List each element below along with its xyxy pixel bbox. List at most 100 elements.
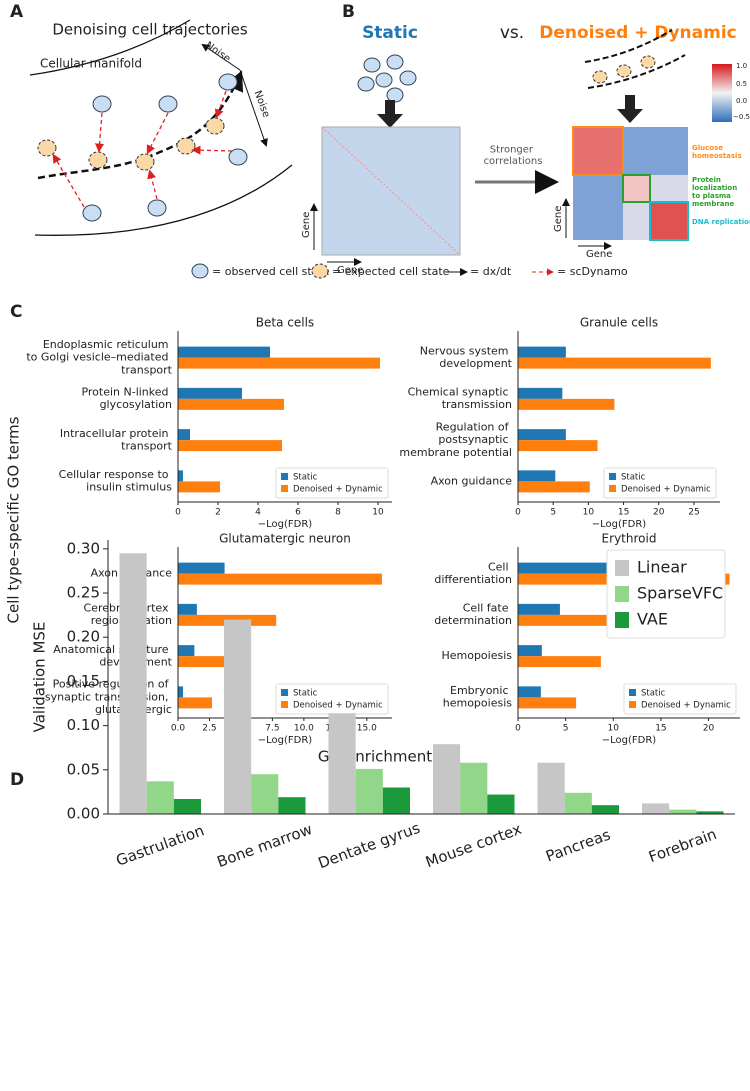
heatmap-block	[623, 175, 650, 202]
legend-text: = expected cell state	[332, 265, 450, 278]
scdynamo-arrow	[214, 90, 227, 119]
x-tick-label: 15.0	[357, 724, 377, 734]
y-axis-label: Validation MSE	[31, 622, 49, 733]
legend-symbol	[191, 263, 209, 279]
y-tick-label: Embryonic hemopoiesis	[443, 684, 513, 710]
scdynamo-arrow	[94, 112, 105, 153]
scdynamo-arrow	[191, 145, 233, 155]
panel-label: C	[10, 302, 22, 322]
observed-cell	[158, 95, 178, 113]
bar	[178, 697, 212, 709]
panel-label: A	[10, 2, 24, 22]
y-tick-label: Intracellular protein transport	[60, 427, 173, 453]
legend-label: Static	[621, 473, 646, 483]
x-tick-label: 2	[215, 508, 221, 518]
cell	[399, 70, 417, 86]
x-tick-label: Bone marrow	[215, 820, 315, 871]
legend-swatch	[629, 689, 636, 696]
heatmap-block	[650, 202, 688, 240]
heatmap-axis-label: Gene	[301, 212, 312, 238]
y-tick-label: Endoplasmic reticulum to Golgi vesicle–m…	[26, 338, 172, 376]
cell	[375, 72, 393, 88]
cell	[386, 54, 404, 70]
cell	[363, 57, 381, 73]
versus: vs.	[500, 23, 524, 43]
chart-title: Erythroid	[602, 532, 657, 546]
bar	[696, 811, 724, 814]
x-tick-label: 10	[608, 724, 620, 734]
manifold-edge	[29, 19, 191, 76]
manifold-edge	[584, 29, 673, 63]
legend-box	[606, 549, 726, 639]
legend-text: = observed cell state	[212, 265, 330, 278]
bar	[518, 440, 598, 452]
y-tick-label: 0.05	[67, 760, 100, 778]
legend-label: Denoised + Dynamic	[641, 701, 731, 711]
bar	[518, 398, 615, 410]
observed-cell	[228, 148, 248, 166]
bar	[178, 387, 242, 399]
expected-cell	[37, 139, 57, 157]
scdynamo-arrow	[146, 112, 169, 155]
x-tick-label: 5	[550, 508, 556, 518]
down-arrow	[617, 95, 643, 123]
arrow-label: Stronger correlations	[484, 144, 543, 167]
x-tick-label: 0	[175, 508, 181, 518]
bar	[518, 357, 711, 369]
heatmap-diagonal	[321, 126, 461, 256]
x-tick-label: 20	[653, 508, 665, 518]
y-axis-label: Cell type–specific GO terms	[5, 416, 23, 623]
bar	[518, 686, 541, 698]
bar	[119, 553, 147, 814]
bar	[518, 614, 609, 626]
bar	[178, 357, 380, 369]
panel-label: B	[342, 2, 355, 22]
bar	[518, 387, 563, 399]
colorbar	[712, 64, 732, 122]
expected-cell	[616, 64, 632, 78]
bar	[460, 762, 488, 814]
heatmap-block	[573, 175, 623, 240]
noise-label: Noise	[203, 40, 232, 65]
panel-a: Denoising cell trajectories Cellular man…	[29, 19, 293, 236]
expected-cell	[88, 151, 108, 169]
legend-swatch	[281, 701, 288, 708]
x-tick-label: 8	[335, 508, 341, 518]
x-tick-label: 6	[295, 508, 301, 518]
expected-cell	[205, 117, 225, 135]
panel-label: D	[10, 770, 24, 790]
x-tick-label: 15	[618, 508, 629, 518]
x-tick-label: 0.0	[171, 724, 186, 734]
bar	[178, 573, 382, 585]
x-tick-label: 10	[372, 508, 384, 518]
bar	[487, 794, 515, 814]
manifold-edge	[34, 164, 293, 236]
legend-label: Static	[641, 689, 666, 699]
heatmap-axis-label: Gene	[553, 206, 564, 232]
x-tick-label: 2.5	[202, 724, 216, 734]
module-label: DNA replication	[692, 218, 750, 226]
bar	[518, 470, 556, 482]
observed-cell	[82, 204, 102, 222]
legend-label: Static	[293, 473, 318, 483]
noise-label: Noise	[252, 89, 272, 119]
manifold-label: Cellular manifold	[40, 57, 142, 71]
legend-swatch	[281, 473, 288, 480]
x-tick-label: 15	[655, 724, 666, 734]
module-box	[649, 201, 689, 241]
x-tick-label: 25	[688, 508, 699, 518]
bar	[178, 656, 235, 668]
y-tick-label: Anatomical structure development	[53, 643, 172, 669]
expected-cell	[640, 55, 656, 69]
legend-label: Denoised + Dynamic	[293, 485, 383, 495]
bar	[146, 781, 174, 814]
bar	[178, 429, 190, 441]
scdynamo-arrow	[147, 169, 158, 200]
legend-box	[603, 467, 717, 499]
legend-swatch	[629, 701, 636, 708]
bar	[278, 797, 306, 814]
legend-swatch	[615, 612, 629, 628]
y-tick-label: 0.30	[67, 539, 100, 557]
expected-cell	[135, 153, 155, 171]
bar	[564, 792, 592, 814]
